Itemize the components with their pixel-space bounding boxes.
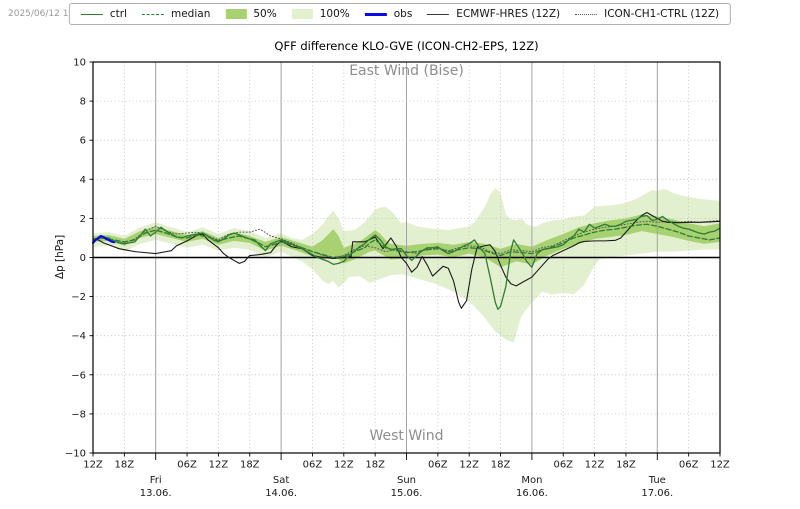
x-tick-label: 12Z (83, 460, 103, 471)
legend-label: ECMWF-HRES (12Z) (456, 8, 561, 20)
legend-swatch-100 (291, 9, 313, 19)
x-day-label: Mon (521, 475, 542, 486)
legend-swatch-50 (225, 9, 247, 19)
legend-label: ICON-CH1-CTRL (12Z) (604, 8, 720, 20)
y-tick-label: 4 (80, 175, 86, 186)
legend-label: 100% (319, 8, 350, 20)
x-tick-label: 18Z (491, 460, 511, 471)
y-tick-label: −4 (71, 331, 86, 342)
x-tick-label: 12Z (459, 460, 479, 471)
x-tick-label: 06Z (428, 460, 448, 471)
x-tick-label: 06Z (553, 460, 573, 471)
east-wind-annotation: East Wind (Bise) (349, 63, 464, 79)
legend-item-ctrl: ctrl (80, 8, 127, 20)
legend-label: obs (393, 8, 413, 20)
legend-swatch-ctrl (80, 13, 103, 15)
x-date-label: 16.06. (516, 488, 548, 499)
legend-swatch-ecmwf-hres-12z (427, 13, 450, 15)
legend-item-icon-ch1-ctrl-12z: ICON-CH1-CTRL (12Z) (575, 8, 719, 20)
legend-item-obs: obs (364, 8, 413, 20)
series-obs (91, 234, 116, 244)
x-tick-label: 18Z (240, 460, 260, 471)
legend-item-median: median (141, 8, 211, 20)
x-tick-label: 12Z (585, 460, 605, 471)
y-tick-label: 0 (80, 253, 86, 264)
x-date-label: 14.06. (265, 488, 297, 499)
x-date-label: 13.06. (140, 488, 172, 499)
chart-legend: ctrl median 50% 100% obs ECMWF-HRES (12Z) ICON… (68, 3, 732, 25)
legend-label: median (170, 8, 211, 20)
x-tick-label: 18Z (616, 460, 636, 471)
x-tick-label: 18Z (115, 460, 135, 471)
x-day-label: Sat (273, 475, 289, 486)
x-tick-label: 12Z (710, 460, 730, 471)
x-tick-label: 12Z (334, 460, 354, 471)
x-tick-label: 06Z (679, 460, 699, 471)
legend-label: ctrl (109, 8, 127, 20)
y-tick-label: 10 (73, 58, 86, 69)
y-tick-label: −6 (71, 370, 86, 381)
x-day-label: Fri (150, 475, 162, 486)
legend-swatch-obs (364, 12, 387, 16)
y-tick-label: −10 (65, 449, 86, 460)
legend-item-ecmwf-hres-12z: ECMWF-HRES (12Z) (427, 8, 560, 20)
y-tick-label: 2 (80, 214, 86, 225)
west-wind-annotation: West Wind (369, 428, 444, 444)
x-date-label: 15.06. (391, 488, 423, 499)
x-tick-label: 18Z (365, 460, 385, 471)
y-tick-label: 6 (80, 136, 86, 147)
legend-swatch-icon-ch1-ctrl-12z (575, 13, 598, 15)
x-tick-label: 06Z (177, 460, 197, 471)
x-tick-label: 06Z (303, 460, 323, 471)
x-day-label: Sun (397, 475, 416, 486)
legend-label: 50% (253, 8, 277, 20)
chart-title: QFF difference KLO-GVE (ICON-CH2-EPS, 12… (274, 39, 539, 53)
x-date-label: 17.06. (641, 488, 673, 499)
series-ctrl (92, 214, 721, 310)
legend-item-100: 100% (291, 8, 350, 20)
x-tick-label: 12Z (209, 460, 229, 471)
y-tick-label: −2 (71, 292, 86, 303)
legend-item-50: 50% (225, 8, 277, 20)
creation-timestamp: 2025/06/12 15:15:16Z (8, 9, 110, 19)
y-tick-label: 8 (80, 97, 86, 108)
legend-swatch-median (141, 13, 164, 15)
y-tick-label: −8 (71, 409, 86, 420)
x-day-label: Tue (648, 475, 666, 486)
